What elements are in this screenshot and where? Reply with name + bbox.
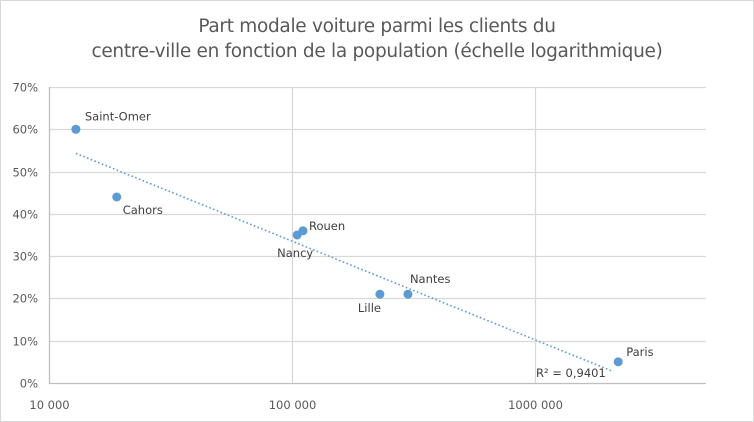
axes: [48, 87, 706, 385]
y-tick-label: 0%: [20, 377, 38, 391]
y-tick-label: 30%: [12, 250, 38, 264]
y-axis-tick-labels: 0% 10% 20% 30% 40% 50% 60% 70%: [12, 81, 38, 391]
data-point-labels: Saint-Omer Cahors Nancy Rouen Lille Nantes Par…: [85, 109, 654, 359]
data-point-marker: [375, 289, 385, 299]
data-points: [71, 124, 623, 367]
y-tick-label: 60%: [12, 123, 38, 137]
data-point-marker: [613, 357, 623, 367]
trendline: [75, 152, 614, 373]
y-tick-label: 70%: [12, 81, 38, 95]
y-tick-label: 20%: [12, 292, 38, 306]
x-tick-label: 100 000: [269, 398, 317, 412]
data-point-marker: [112, 192, 122, 202]
data-point-marker: [298, 226, 308, 236]
data-point-marker: [71, 124, 81, 134]
gridlines: [49, 86, 706, 383]
data-point-label: Nancy: [277, 246, 313, 260]
trendline-dotted: [75, 152, 614, 373]
y-tick-label: 40%: [12, 208, 38, 222]
data-point-label: Saint-Omer: [85, 109, 151, 123]
data-point-label: Cahors: [123, 203, 163, 217]
chart-title-line-1: Part modale voiture parmi les clients du: [198, 16, 556, 37]
data-point-label: Paris: [626, 345, 653, 359]
x-tick-label: 10 000: [29, 398, 69, 412]
x-tick-label: 1000 000: [508, 398, 563, 412]
data-point-marker: [403, 289, 413, 299]
r-squared-label: R² = 0,9401: [536, 366, 606, 380]
x-axis-tick-labels: 10 000 100 000 1000 000: [29, 398, 563, 412]
chart-title: Part modale voiture parmi les clients du…: [0, 14, 754, 64]
y-tick-label: 50%: [12, 166, 38, 180]
data-point-label: Nantes: [410, 272, 451, 286]
data-point-label: Rouen: [309, 219, 345, 233]
chart-title-line-2: centre-ville en fonction de la populatio…: [91, 41, 663, 62]
y-tick-label: 10%: [12, 335, 38, 349]
data-point-label: Lille: [358, 301, 381, 315]
